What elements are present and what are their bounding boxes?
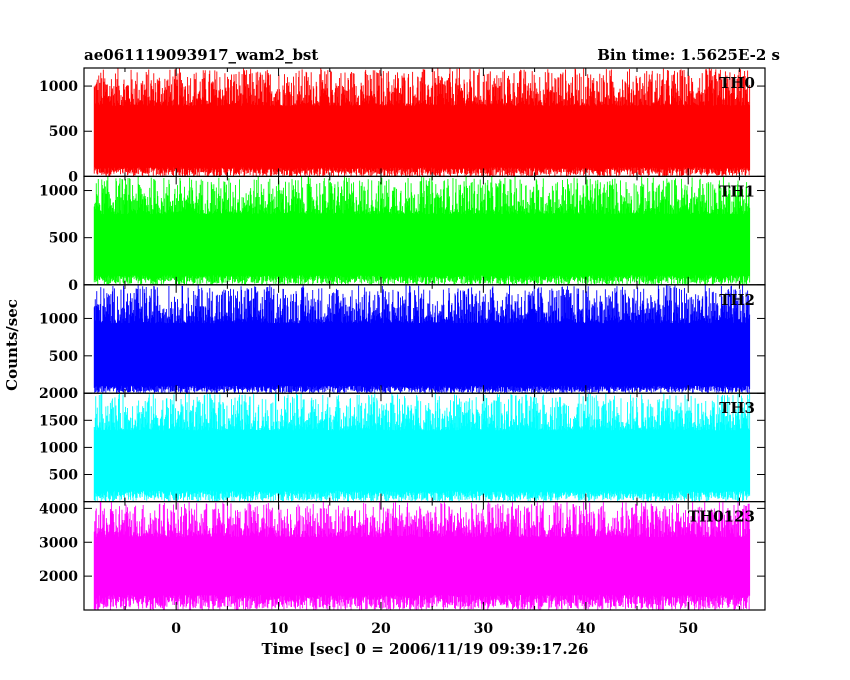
panels-group: 0 500 1000 TH0 0 500 1000 TH1 0 500 1000 TH2 500 1000… (39, 67, 766, 611)
y-axis-label: Counts/sec (3, 299, 21, 391)
y-tick-label: 3000 (39, 535, 78, 551)
chart-title-right: Bin time: 1.5625E-2 s (597, 46, 780, 64)
panel-label: TH3 (719, 399, 755, 417)
y-tick-label: 500 (49, 124, 78, 140)
x-axis-ticks: 0 10 20 30 40 50 (171, 621, 698, 637)
y-tick-label: 500 (49, 349, 78, 365)
panel-label: TH0 (719, 74, 755, 92)
y-tick-label: 0 (68, 386, 78, 402)
y-tick-label: 2000 (39, 569, 78, 585)
panel-th0: 0 500 1000 TH0 (39, 67, 766, 185)
x-tick-label: 40 (576, 621, 596, 637)
y-tick-label: 500 (49, 231, 78, 247)
panel-label: TH0123 (688, 508, 755, 526)
panel-th0123: 2000 3000 4000 TH0123 (39, 501, 766, 611)
x-tick-label: 20 (371, 621, 391, 637)
series-th3 (93, 393, 751, 502)
series-th0123 (93, 501, 751, 610)
series-th2 (93, 284, 751, 394)
series-th1 (93, 176, 751, 285)
x-tick-label: 30 (474, 621, 494, 637)
panel-th3: 500 1000 1500 2000 TH3 (39, 386, 766, 503)
panel-frame (83, 501, 766, 611)
x-tick-label: 50 (678, 621, 698, 637)
x-axis-label: Time [sec] 0 = 2006/11/19 09:39:17.26 (262, 640, 589, 658)
x-tick-label: 0 (171, 621, 181, 637)
x-tick-label: 10 (269, 621, 289, 637)
series-th0 (93, 68, 751, 177)
y-tick-label: 1000 (39, 440, 78, 456)
y-tick-label: 1000 (39, 184, 78, 200)
y-tick-label: 1500 (39, 413, 78, 429)
y-tick-label: 500 (49, 468, 78, 484)
y-tick-label: 1000 (39, 79, 78, 95)
panel-th1: 0 500 1000 TH1 (39, 175, 766, 294)
y-tick-label: 1000 (39, 311, 78, 327)
panel-th2: 0 500 1000 TH2 (39, 284, 766, 402)
y-tick-label: 0 (68, 278, 78, 294)
y-tick-label: 0 (68, 169, 78, 185)
chart-title-left: ae061119093917_wam2_bst (84, 46, 318, 64)
panel-label: TH1 (719, 182, 755, 200)
panel-label: TH2 (719, 291, 755, 309)
y-tick-label: 2000 (39, 386, 78, 402)
y-tick-label: 4000 (39, 501, 78, 517)
